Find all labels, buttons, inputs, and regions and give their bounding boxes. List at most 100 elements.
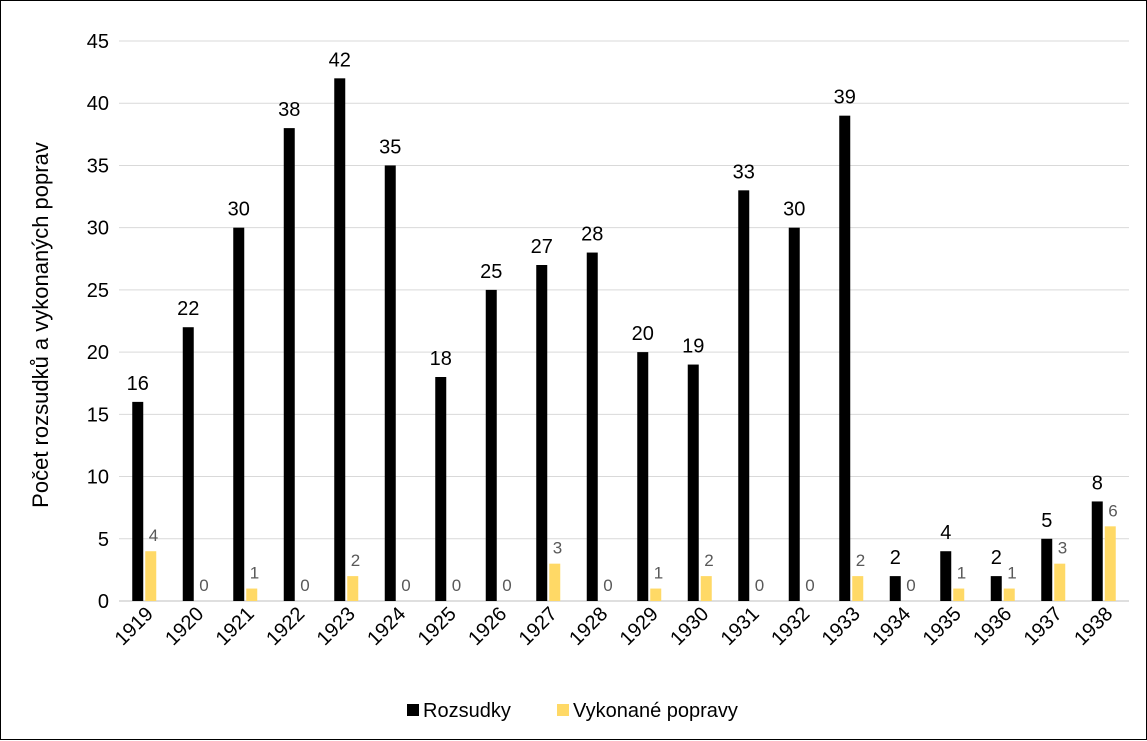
- bar: [940, 551, 952, 601]
- data-label: 0: [805, 576, 814, 595]
- legend-label: Rozsudky: [423, 700, 511, 722]
- data-label: 19: [682, 336, 704, 358]
- bar: [650, 588, 662, 601]
- data-label: 1: [1007, 564, 1016, 583]
- bar: [990, 576, 1002, 601]
- data-label: 42: [329, 49, 351, 71]
- data-label: 1: [957, 564, 966, 583]
- bar: [485, 289, 497, 601]
- data-label: 3: [553, 539, 562, 558]
- bar: [700, 576, 712, 601]
- bar: [283, 128, 295, 601]
- data-label: 0: [502, 576, 511, 595]
- bar: [246, 588, 258, 601]
- bar: [1091, 501, 1103, 601]
- data-label: 30: [783, 199, 805, 221]
- data-label: 0: [300, 576, 309, 595]
- x-tick-label: 1922: [262, 603, 309, 650]
- x-tick-label: 1926: [464, 603, 511, 650]
- bar: [852, 576, 864, 601]
- bar: [347, 576, 359, 601]
- data-label: 35: [379, 136, 401, 158]
- data-label: 2: [704, 551, 713, 570]
- x-tick-label: 1920: [161, 603, 208, 650]
- data-label: 2: [351, 551, 360, 570]
- bars: [132, 78, 1116, 602]
- data-label: 0: [452, 576, 461, 595]
- x-tick-label: 1936: [969, 603, 1016, 650]
- bar: [145, 551, 157, 601]
- legend-item: Vykonané popravy: [557, 700, 738, 722]
- gridlines: [119, 40, 1129, 602]
- data-label: 4: [940, 522, 951, 544]
- data-label: 33: [733, 161, 755, 183]
- legend-item: Rozsudky: [407, 700, 511, 722]
- legend-swatch: [407, 704, 419, 716]
- x-tick-label: 1924: [363, 603, 410, 650]
- bar: [953, 588, 965, 601]
- data-label: 27: [531, 236, 553, 258]
- data-label: 30: [228, 199, 250, 221]
- data-label: 0: [906, 576, 915, 595]
- x-tick-label: 1935: [919, 603, 966, 650]
- x-axis-ticks: 1919 1920 1921 1922 1923 1924 1925 1926 1927 1928…: [111, 603, 1118, 650]
- bar: [839, 115, 851, 602]
- y-tick-label: 15: [87, 404, 109, 426]
- data-label: 0: [401, 576, 410, 595]
- bar: [586, 252, 598, 602]
- data-label: 2: [856, 551, 865, 570]
- y-axis-ticks: 0 5 10 15 20 25 30 35 40 45: [87, 31, 109, 613]
- x-tick-label: 1931: [717, 603, 764, 650]
- data-label: 3: [1058, 539, 1067, 558]
- bar: [889, 576, 901, 601]
- data-label: 20: [632, 323, 654, 345]
- data-label: 39: [834, 87, 856, 109]
- bar: [384, 165, 396, 601]
- bar: [132, 401, 144, 601]
- bar: [738, 190, 750, 602]
- data-label: 2: [890, 547, 901, 569]
- y-tick-label: 25: [87, 280, 109, 302]
- x-tick-label: 1921: [212, 603, 259, 650]
- data-label: 6: [1108, 501, 1117, 520]
- bar: [334, 78, 346, 602]
- data-label: 1: [654, 564, 663, 583]
- x-tick-label: 1937: [1020, 603, 1067, 650]
- bar: [435, 377, 447, 601]
- data-label: 18: [430, 348, 452, 370]
- data-label: 2: [991, 547, 1002, 569]
- bar: [1054, 563, 1066, 601]
- data-labels: 1642203013804223501802502732802011923303…: [127, 49, 1118, 595]
- legend-swatch: [557, 704, 569, 716]
- bar: [1003, 588, 1015, 601]
- y-tick-label: 45: [87, 31, 109, 53]
- y-tick-label: 5: [98, 529, 109, 551]
- bar: [687, 364, 699, 601]
- data-label: 0: [199, 576, 208, 595]
- x-tick-label: 1938: [1070, 603, 1117, 650]
- legend-label: Vykonané popravy: [573, 700, 738, 722]
- x-tick-label: 1923: [313, 603, 360, 650]
- bar: [536, 265, 548, 601]
- data-label: 8: [1092, 472, 1103, 494]
- bar: [182, 327, 194, 601]
- x-tick-label: 1929: [616, 603, 663, 650]
- y-tick-label: 0: [98, 591, 109, 613]
- data-label: 16: [127, 373, 149, 395]
- bar: [1041, 538, 1053, 601]
- x-tick-label: 1928: [565, 603, 612, 650]
- x-tick-label: 1927: [515, 603, 562, 650]
- data-label: 1: [250, 564, 259, 583]
- x-tick-label: 1933: [818, 603, 865, 650]
- y-tick-label: 30: [87, 218, 109, 240]
- x-tick-label: 1925: [414, 603, 461, 650]
- data-label: 38: [278, 99, 300, 121]
- data-label: 28: [581, 224, 603, 246]
- legend: Rozsudky Vykonané popravy: [407, 700, 738, 722]
- bar: [1104, 526, 1116, 601]
- x-tick-label: 1930: [666, 603, 713, 650]
- data-label: 25: [480, 261, 502, 283]
- x-tick-label: 1932: [767, 603, 814, 650]
- x-tick-label: 1934: [868, 603, 915, 650]
